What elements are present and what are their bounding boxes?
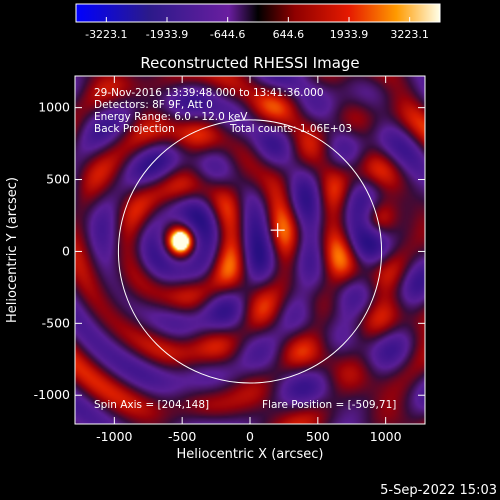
colorbar-tick-label: -644.6 xyxy=(210,28,245,41)
x-tick-label: -500 xyxy=(168,429,196,444)
y-tick-label: -1000 xyxy=(34,387,70,402)
colorbar-tick-label: -1933.9 xyxy=(146,28,188,41)
x-axis-title: Heliocentric X (arcsec) xyxy=(177,447,324,462)
colorbar-ticks: -3223.1 -1933.9 -644.6 644.6 1933.9 3223.1 xyxy=(85,17,429,41)
heatmap-area xyxy=(75,76,425,424)
flare-position-label: Flare Position = [-509,71] xyxy=(262,399,396,411)
y-tick-label: -500 xyxy=(42,315,70,330)
colorbar-tick-label: -3223.1 xyxy=(85,28,127,41)
timestamp-label: 5-Sep-2022 15:03 xyxy=(380,483,497,498)
y-axis-ticks: 1000 500 0 -500 -1000 xyxy=(34,100,425,402)
x-tick-label: -1000 xyxy=(96,429,132,444)
x-tick-label: 0 xyxy=(246,429,254,444)
time-range-label: 29-Nov-2016 13:39:48.000 to 13:41:36.000 xyxy=(94,87,324,99)
x-axis-ticks: -1000 -500 0 500 1000 xyxy=(96,76,402,444)
total-counts-label: Total counts: 1.06E+03 xyxy=(229,123,352,135)
method-label: Back Projection xyxy=(94,123,175,135)
y-axis-title: Heliocentric Y (arcsec) xyxy=(5,177,20,323)
colorbar-tick-label: 3223.1 xyxy=(390,28,429,41)
x-tick-label: 1000 xyxy=(370,429,402,444)
colorbar xyxy=(75,3,441,23)
colorbar-tick-label: 1933.9 xyxy=(330,28,369,41)
spin-axis-label: Spin Axis = [204,148] xyxy=(94,399,209,411)
heatmap-image xyxy=(75,76,425,424)
y-tick-label: 500 xyxy=(46,172,70,187)
detectors-label: Detectors: 8F 9F, Att 0 xyxy=(94,99,213,111)
plot-title: Reconstructed RHESSI Image xyxy=(140,54,359,72)
solar-limb-circle xyxy=(117,119,383,384)
energy-range-label: Energy Range: 6.0 - 12.0 keV xyxy=(94,111,248,123)
y-tick-label: 1000 xyxy=(38,100,70,115)
colorbar-tick-label: 644.6 xyxy=(273,28,305,41)
spin-axis-marker xyxy=(270,223,285,238)
x-tick-label: 500 xyxy=(306,429,330,444)
y-tick-label: 0 xyxy=(62,243,70,258)
